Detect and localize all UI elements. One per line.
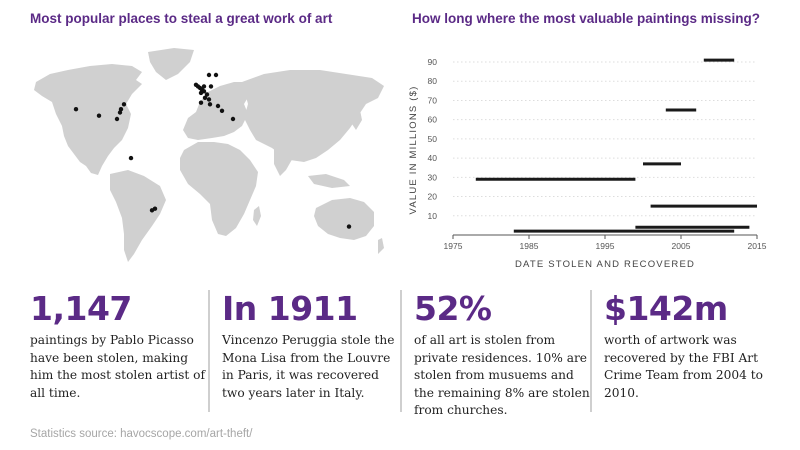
stat-picasso: 1,147 paintings by Pablo Picasso have be…: [30, 290, 208, 412]
x-tick-label: 2015: [748, 241, 767, 251]
south-america-shape: [110, 170, 166, 262]
location-marker: [215, 103, 221, 109]
location-marker: [213, 72, 219, 78]
world-map: [34, 48, 384, 262]
y-tick-label: 10: [428, 211, 438, 221]
location-marker: [206, 72, 212, 78]
asia-shape: [242, 70, 384, 162]
chart-bars: [475, 58, 757, 233]
location-marker: [198, 90, 204, 96]
india-shape: [274, 144, 294, 176]
indonesia-shape: [308, 174, 350, 188]
y-tick-label: 50: [428, 134, 438, 144]
y-axis-title: VALUE IN MILLIONS ($): [408, 85, 419, 214]
source-note: Statistics source: havocscope.com/art-th…: [30, 428, 253, 440]
europe-shape: [183, 82, 250, 140]
stat-private-residences-text: of all art is stolen from private reside…: [414, 333, 590, 417]
location-marker: [128, 155, 134, 161]
stat-fbi-recovery: $142m worth of artwork was recovered by …: [590, 290, 770, 412]
madagascar-shape: [253, 206, 261, 226]
chart-title: How long where the most valuable paintin…: [412, 11, 761, 26]
y-tick-label: 20: [428, 192, 438, 202]
location-marker: [230, 116, 236, 122]
africa-shape: [180, 142, 258, 236]
location-marker: [206, 97, 212, 102]
location-marker: [346, 224, 352, 229]
location-marker: [204, 92, 210, 97]
y-tick-label: 60: [428, 115, 438, 125]
land-masses: [34, 48, 384, 262]
missing-duration-chart: 10 20 30 40 50 60 70 80 90 1975 1985 1995 2005 2015 D…: [408, 57, 767, 270]
location-marker: [198, 100, 204, 105]
chart-ticks: 10 20 30 40 50 60 70 80 90 1975 1985 1995 2005 2015: [428, 57, 767, 251]
x-tick-label: 1985: [520, 241, 539, 251]
y-tick-label: 40: [428, 153, 438, 163]
y-tick-label: 70: [428, 95, 438, 105]
location-marker: [96, 113, 102, 118]
japan-shape: [352, 110, 362, 130]
stat-mona-lisa-value: In 1911: [222, 289, 358, 328]
stat-mona-lisa: In 1911 Vincenzo Peruggia stole the Mona…: [208, 290, 398, 412]
location-marker: [201, 84, 207, 89]
location-marker: [219, 108, 225, 114]
stat-private-residences: 52% of all art is stolen from private re…: [400, 289, 590, 417]
theft-location-markers: [73, 72, 352, 229]
australia-shape: [314, 198, 374, 240]
stat-picasso-value: 1,147: [30, 289, 132, 328]
stat-private-residences-value: 52%: [414, 289, 492, 328]
location-marker: [73, 107, 79, 112]
x-axis-title: DATE STOLEN AND RECOVERED: [515, 259, 695, 270]
location-marker: [207, 102, 213, 107]
location-marker: [208, 84, 214, 89]
new-zealand-shape: [378, 238, 384, 254]
stat-mona-lisa-text: Vincenzo Peruggia stole the Mona Lisa fr…: [222, 333, 395, 400]
stat-fbi-recovery-text: worth of artwork was recovered by the FB…: [604, 333, 764, 400]
location-marker: [114, 116, 120, 122]
y-tick-label: 30: [428, 172, 438, 182]
location-marker: [202, 95, 208, 100]
location-marker: [121, 102, 127, 107]
north-america-shape: [34, 64, 142, 175]
greenland-shape: [148, 48, 194, 80]
stat-picasso-text: paintings by Pablo Picasso have been sto…: [30, 333, 206, 400]
x-tick-label: 2005: [672, 241, 691, 251]
x-tick-label: 1975: [444, 241, 463, 251]
location-marker: [149, 208, 155, 213]
stat-fbi-recovery-value: $142m: [604, 289, 728, 328]
x-tick-label: 1995: [596, 241, 615, 251]
y-tick-label: 80: [428, 76, 438, 86]
location-marker: [118, 107, 124, 112]
y-tick-label: 90: [428, 57, 438, 67]
map-title: Most popular places to steal a great wor…: [30, 11, 333, 26]
chart-grid: [453, 61, 757, 236]
location-marker: [117, 110, 123, 115]
